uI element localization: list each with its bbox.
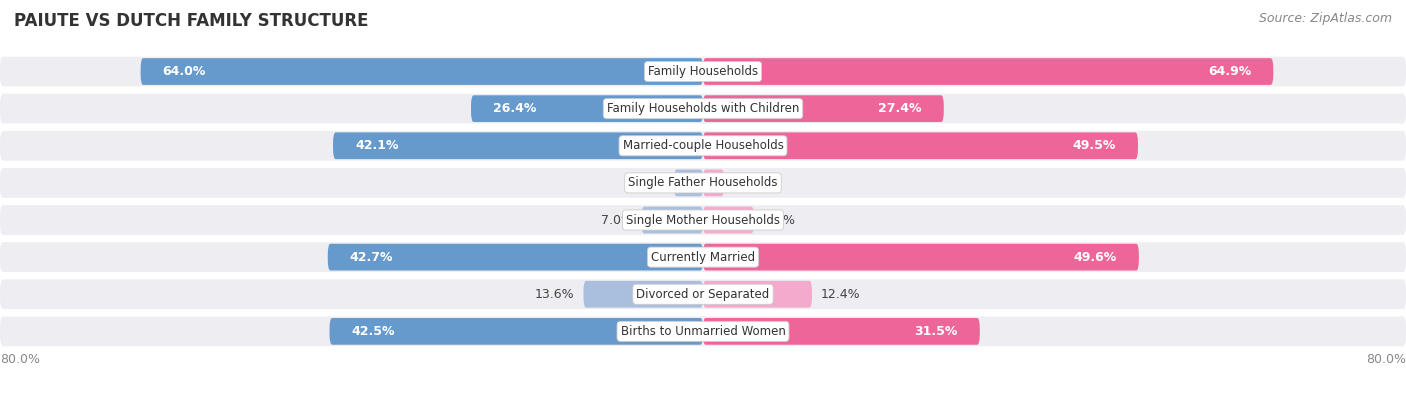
FancyBboxPatch shape — [703, 244, 1139, 271]
Text: 3.3%: 3.3% — [634, 177, 665, 189]
Text: Single Mother Households: Single Mother Households — [626, 214, 780, 226]
Text: Source: ZipAtlas.com: Source: ZipAtlas.com — [1258, 12, 1392, 25]
FancyBboxPatch shape — [673, 169, 703, 196]
FancyBboxPatch shape — [703, 58, 1274, 85]
Legend: Paiute, Dutch: Paiute, Dutch — [626, 393, 780, 395]
FancyBboxPatch shape — [0, 56, 1406, 87]
Text: 49.5%: 49.5% — [1073, 139, 1116, 152]
Text: 64.0%: 64.0% — [163, 65, 205, 78]
Text: 26.4%: 26.4% — [494, 102, 536, 115]
FancyBboxPatch shape — [0, 279, 1406, 309]
Text: 31.5%: 31.5% — [914, 325, 957, 338]
Text: 49.6%: 49.6% — [1074, 251, 1116, 263]
Text: Divorced or Separated: Divorced or Separated — [637, 288, 769, 301]
FancyBboxPatch shape — [0, 131, 1406, 161]
Text: 80.0%: 80.0% — [1367, 353, 1406, 366]
FancyBboxPatch shape — [0, 242, 1406, 272]
Text: Currently Married: Currently Married — [651, 251, 755, 263]
Text: 27.4%: 27.4% — [879, 102, 922, 115]
FancyBboxPatch shape — [0, 94, 1406, 124]
Text: Married-couple Households: Married-couple Households — [623, 139, 783, 152]
Text: 13.6%: 13.6% — [536, 288, 575, 301]
Text: 80.0%: 80.0% — [0, 353, 39, 366]
Text: 7.0%: 7.0% — [600, 214, 633, 226]
Text: Family Households: Family Households — [648, 65, 758, 78]
FancyBboxPatch shape — [641, 207, 703, 233]
FancyBboxPatch shape — [333, 132, 703, 159]
FancyBboxPatch shape — [0, 316, 1406, 346]
FancyBboxPatch shape — [0, 168, 1406, 198]
FancyBboxPatch shape — [703, 207, 754, 233]
Text: Single Father Households: Single Father Households — [628, 177, 778, 189]
FancyBboxPatch shape — [703, 169, 724, 196]
Text: PAIUTE VS DUTCH FAMILY STRUCTURE: PAIUTE VS DUTCH FAMILY STRUCTURE — [14, 12, 368, 30]
FancyBboxPatch shape — [0, 205, 1406, 235]
FancyBboxPatch shape — [703, 318, 980, 345]
FancyBboxPatch shape — [703, 132, 1137, 159]
Text: 2.4%: 2.4% — [733, 177, 765, 189]
Text: Births to Unmarried Women: Births to Unmarried Women — [620, 325, 786, 338]
FancyBboxPatch shape — [703, 281, 813, 308]
FancyBboxPatch shape — [141, 58, 703, 85]
FancyBboxPatch shape — [329, 318, 703, 345]
FancyBboxPatch shape — [703, 95, 943, 122]
Text: 64.9%: 64.9% — [1208, 65, 1251, 78]
Text: 42.7%: 42.7% — [350, 251, 394, 263]
Text: 42.5%: 42.5% — [352, 325, 395, 338]
FancyBboxPatch shape — [583, 281, 703, 308]
Text: Family Households with Children: Family Households with Children — [607, 102, 799, 115]
Text: 12.4%: 12.4% — [821, 288, 860, 301]
FancyBboxPatch shape — [328, 244, 703, 271]
Text: 42.1%: 42.1% — [354, 139, 398, 152]
FancyBboxPatch shape — [471, 95, 703, 122]
Text: 5.8%: 5.8% — [762, 214, 794, 226]
